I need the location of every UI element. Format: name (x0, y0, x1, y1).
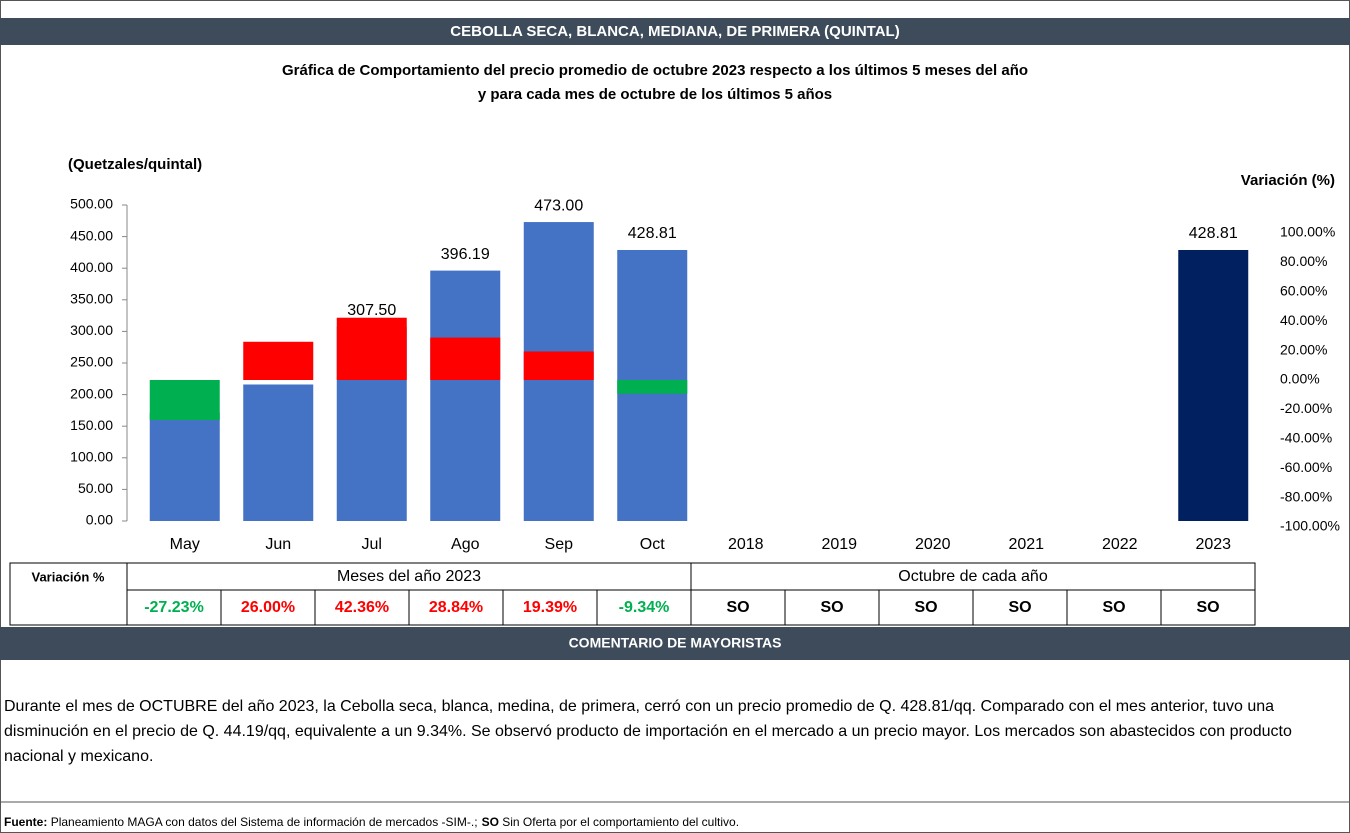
comment-text: Durante el mes de OCTUBRE del año 2023, … (4, 698, 1292, 765)
variation-bar (149, 380, 220, 421)
x-tick-label: May (170, 536, 200, 553)
chart-subtitle: y para cada mes de octubre de los último… (478, 86, 832, 103)
table-row-label: Variación % (32, 569, 105, 584)
variation-bar (243, 341, 314, 380)
y2-tick-label: -60.00% (1280, 459, 1332, 475)
footer: Fuente: Planeamiento MAGA con datos del … (4, 815, 743, 829)
x-tick-label: 2019 (821, 536, 857, 553)
x-tick-label: Oct (640, 536, 665, 553)
y-tick-label: 350.00 (70, 291, 113, 307)
source-text: Planeamiento MAGA con datos del Sistema … (50, 815, 478, 829)
table-variation: SO (1008, 599, 1031, 616)
variation-bar (617, 380, 688, 394)
data-label: 428.81 (1189, 225, 1238, 242)
variation-bar (523, 351, 594, 380)
table-group: Meses del año 2023 (337, 568, 481, 585)
table-variation: 28.84% (429, 599, 483, 616)
y2-tick-label: 80.00% (1280, 253, 1327, 269)
table-group: Octubre de cada año (898, 568, 1048, 585)
y2-tick-label: -100.00% (1280, 518, 1340, 534)
price-bar (243, 384, 314, 521)
data-label: 428.81 (628, 225, 677, 242)
table-variation: SO (820, 599, 843, 616)
x-tick-label: 2020 (915, 536, 951, 553)
table-frame (9, 562, 1256, 626)
comment-title: COMENTARIO DE MAYORISTAS (569, 635, 782, 651)
comment-bar (0, 627, 1350, 660)
table-variation: SO (1102, 599, 1125, 616)
x-tick-label: Sep (545, 536, 574, 553)
y-axis-label: (Quetzales/quintal) (68, 156, 202, 173)
y2-tick-label: -40.00% (1280, 430, 1332, 446)
y-tick-label: 100.00 (70, 449, 113, 465)
y2-tick-label: 100.00% (1280, 224, 1335, 240)
table-variation: SO (726, 599, 749, 616)
table-variation: -27.23% (144, 599, 204, 616)
table-variation: SO (1196, 599, 1219, 616)
data-label: 473.00 (534, 197, 583, 214)
y-tick-label: 450.00 (70, 227, 113, 243)
y-tick-label: 250.00 (70, 354, 113, 370)
table-variation: 42.36% (335, 599, 389, 616)
x-tick-label: 2022 (1102, 536, 1138, 553)
variation-bar (430, 337, 501, 380)
price-bar (1178, 249, 1249, 522)
data-label: 307.50 (347, 302, 396, 319)
x-tick-label: 2021 (1008, 536, 1044, 553)
y-tick-label: 50.00 (78, 480, 113, 496)
y2-tick-label: 60.00% (1280, 283, 1327, 299)
y2-tick-label: 40.00% (1280, 312, 1327, 328)
x-tick-label: Jun (265, 536, 291, 553)
header-title: CEBOLLA SECA, BLANCA, MEDIANA, DE PRIMER… (450, 23, 899, 40)
y2-tick-label: 0.00% (1280, 371, 1320, 387)
so-text: Sin Oferta por el comportamiento del cul… (502, 815, 740, 829)
table-variation: 26.00% (241, 599, 295, 616)
x-tick-label: 2023 (1195, 536, 1231, 553)
x-tick-label: Ago (451, 536, 480, 553)
y2-tick-label: -80.00% (1280, 488, 1332, 504)
data-label: 396.19 (441, 246, 490, 263)
x-tick-label: Jul (362, 536, 382, 553)
x-tick-label: 2018 (728, 536, 764, 553)
y-tick-label: 300.00 (70, 322, 113, 338)
price-bar (149, 412, 220, 521)
y-tick-label: 0.00 (86, 512, 113, 528)
variation-bar (336, 317, 407, 380)
y2-tick-label: 20.00% (1280, 341, 1327, 357)
y2-axis-label: Variación (%) (1241, 172, 1335, 189)
y2-tick-label: -20.00% (1280, 400, 1332, 416)
table-variation: SO (914, 599, 937, 616)
table-variation: 19.39% (523, 599, 577, 616)
table-variation: -9.34% (619, 599, 670, 616)
source-label: Fuente: (4, 815, 48, 829)
chart-title: Gráfica de Comportamiento del precio pro… (282, 62, 1028, 79)
so-label: SO (481, 815, 499, 829)
y-tick-label: 200.00 (70, 385, 113, 401)
header-bar (0, 18, 1350, 45)
y-tick-label: 500.00 (70, 196, 113, 212)
price-bar (430, 270, 501, 521)
y-tick-label: 400.00 (70, 259, 113, 275)
y-tick-label: 150.00 (70, 417, 113, 433)
